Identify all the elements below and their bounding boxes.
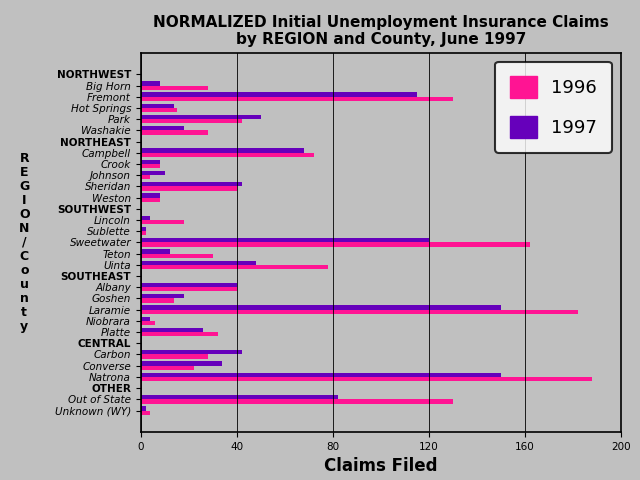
Bar [141, 399, 453, 404]
Bar [141, 354, 208, 359]
Bar [141, 242, 530, 247]
Bar [141, 85, 208, 90]
Bar [141, 93, 417, 96]
Bar [141, 198, 160, 202]
Bar [141, 294, 184, 299]
Bar [141, 238, 429, 242]
Bar [141, 148, 304, 153]
Bar [141, 350, 242, 354]
Bar [141, 395, 338, 399]
Bar [141, 108, 177, 112]
Bar [141, 310, 578, 314]
Bar [141, 81, 160, 85]
Bar [141, 104, 174, 108]
X-axis label: Claims Filed: Claims Filed [324, 457, 438, 475]
Bar [141, 171, 165, 175]
Bar [141, 265, 328, 269]
Bar [141, 299, 174, 303]
Bar [141, 231, 146, 236]
Bar [141, 283, 237, 287]
Bar [141, 361, 223, 366]
Bar [141, 220, 184, 224]
Bar [141, 253, 212, 258]
Bar [141, 119, 242, 123]
Bar [141, 287, 237, 291]
Bar [141, 131, 208, 134]
Bar [141, 115, 261, 119]
Bar [141, 332, 218, 336]
Bar [141, 321, 156, 325]
Bar [141, 366, 194, 370]
Title: NORMALIZED Initial Unemployment Insurance Claims
by REGION and County, June 1997: NORMALIZED Initial Unemployment Insuranc… [153, 15, 609, 48]
Bar [141, 182, 242, 186]
Bar [141, 317, 150, 321]
Bar [141, 164, 160, 168]
Bar [141, 261, 256, 265]
Y-axis label: R
E
G
I
O
N
/
C
o
u
n
t
y: R E G I O N / C o u n t y [19, 152, 29, 333]
Bar [141, 305, 501, 310]
Bar [141, 227, 146, 231]
Bar [141, 406, 146, 410]
Bar [141, 153, 314, 157]
Bar [141, 193, 160, 198]
Bar [141, 410, 150, 415]
Bar [141, 96, 453, 101]
Bar [141, 377, 592, 381]
Bar [141, 216, 150, 220]
Bar [141, 249, 170, 253]
Bar [141, 328, 204, 332]
Bar [141, 160, 160, 164]
Bar [141, 175, 150, 180]
Bar [141, 186, 237, 191]
Legend: 1996, 1997: 1996, 1997 [495, 62, 612, 153]
Bar [141, 126, 184, 131]
Bar [141, 372, 501, 377]
